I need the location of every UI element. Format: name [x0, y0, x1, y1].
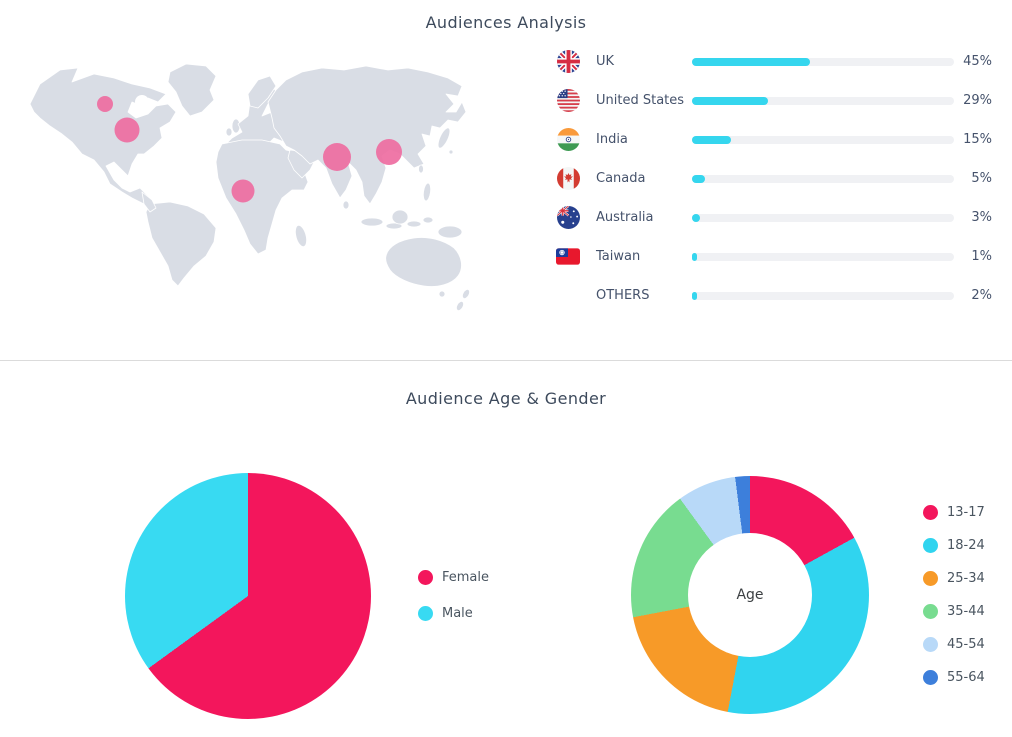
- canada-flag-icon: [556, 167, 580, 191]
- legend-label: 55-64: [947, 670, 985, 685]
- country-percent: 1%: [971, 249, 992, 264]
- country-bar-track[interactable]: [692, 174, 954, 183]
- world-map[interactable]: [10, 42, 480, 332]
- legend-label: 35-44: [947, 604, 985, 619]
- legend-item[interactable]: 55-64: [923, 661, 985, 694]
- country-bar-fill: [692, 252, 697, 261]
- country-row[interactable]: Australia 3%: [556, 198, 992, 237]
- taiwan-flag-icon: [556, 245, 580, 269]
- gender-pie-chart[interactable]: [125, 473, 371, 719]
- legend-item[interactable]: Female: [418, 559, 489, 595]
- legend-item[interactable]: Male: [418, 595, 489, 631]
- legend-dot-icon: [923, 571, 938, 586]
- map-bubble-canada[interactable]: [97, 96, 113, 112]
- age-donut-center-label: Age: [736, 587, 764, 603]
- country-bar-fill: [692, 213, 700, 222]
- legend-label: 45-54: [947, 637, 985, 652]
- age-gender-title: Audience Age & Gender: [405, 389, 607, 408]
- country-label: Taiwan: [596, 249, 641, 264]
- legend-label: Female: [442, 569, 490, 585]
- legend-dot-icon: [923, 505, 938, 520]
- legend-dot-icon: [923, 637, 938, 652]
- us-flag-icon: [556, 89, 580, 113]
- legend-item[interactable]: 25-34: [923, 562, 985, 595]
- country-bar-track[interactable]: [692, 213, 954, 222]
- country-percent: 45%: [963, 54, 992, 69]
- country-row[interactable]: Taiwan 1%: [556, 237, 992, 276]
- legend-dot-icon: [923, 670, 938, 685]
- age-donut-hole: Age: [688, 533, 812, 657]
- legend-dot-icon: [418, 605, 433, 621]
- country-bar-fill: [692, 96, 768, 105]
- country-row[interactable]: United States 29%: [556, 81, 992, 120]
- map-bubble-india[interactable]: [323, 143, 351, 171]
- country-label: India: [596, 132, 628, 147]
- legend-item[interactable]: 45-54: [923, 628, 985, 661]
- country-label: Australia: [596, 210, 654, 225]
- legend-item[interactable]: 13-17: [923, 496, 985, 529]
- country-bar-fill: [692, 174, 706, 183]
- age-legend: 13-17 18-24 25-34 35-44 45-54 55-64: [923, 496, 985, 694]
- country-row[interactable]: OTHERS 2%: [556, 276, 992, 315]
- world-map-svg: [29, 63, 471, 311]
- country-percent: 5%: [971, 171, 992, 186]
- country-label: UK: [596, 54, 615, 69]
- age-donut-chart[interactable]: Age: [631, 476, 869, 714]
- legend-label: Male: [442, 605, 473, 621]
- country-bar-track[interactable]: [692, 252, 954, 261]
- world-map-landmass: [29, 63, 471, 311]
- country-row[interactable]: India 15%: [556, 120, 992, 159]
- australia-flag-icon: [556, 206, 580, 230]
- country-list: UK 45% United States 29% India 15% Canada 5% Aus…: [556, 42, 992, 315]
- country-bar-fill: [692, 135, 732, 144]
- country-bar-fill: [692, 57, 810, 66]
- map-bubble-layer: [97, 96, 402, 203]
- country-bar-track[interactable]: [692, 57, 954, 66]
- map-bubble-west-africa[interactable]: [231, 179, 255, 203]
- section-divider: [0, 360, 1012, 361]
- country-bar-track[interactable]: [692, 291, 954, 300]
- country-percent: 29%: [963, 93, 992, 108]
- gender-legend: Female Male: [418, 559, 489, 631]
- audiences-analysis-title: Audiences Analysis: [425, 13, 587, 32]
- country-bar-track[interactable]: [692, 96, 954, 105]
- country-label: Canada: [596, 171, 646, 186]
- country-row[interactable]: Canada 5%: [556, 159, 992, 198]
- country-label: United States: [596, 93, 685, 108]
- legend-item[interactable]: 35-44: [923, 595, 985, 628]
- uk-flag-icon: [556, 50, 580, 74]
- legend-label: 13-17: [947, 505, 985, 520]
- country-label: OTHERS: [596, 288, 650, 303]
- legend-item[interactable]: 18-24: [923, 529, 985, 562]
- india-flag-icon: [556, 128, 580, 152]
- legend-dot-icon: [923, 604, 938, 619]
- legend-label: 25-34: [947, 571, 985, 586]
- country-percent: 15%: [963, 132, 992, 147]
- country-percent: 2%: [971, 288, 992, 303]
- legend-dot-icon: [923, 538, 938, 553]
- legend-label: 18-24: [947, 538, 985, 553]
- map-bubble-east-asia[interactable]: [376, 139, 402, 165]
- map-bubble-united-states[interactable]: [114, 117, 140, 143]
- legend-dot-icon: [418, 569, 433, 585]
- country-bar-fill: [692, 291, 698, 300]
- country-percent: 3%: [971, 210, 992, 225]
- country-bar-track[interactable]: [692, 135, 954, 144]
- flag-placeholder: [556, 284, 580, 308]
- country-row[interactable]: UK 45%: [556, 42, 992, 81]
